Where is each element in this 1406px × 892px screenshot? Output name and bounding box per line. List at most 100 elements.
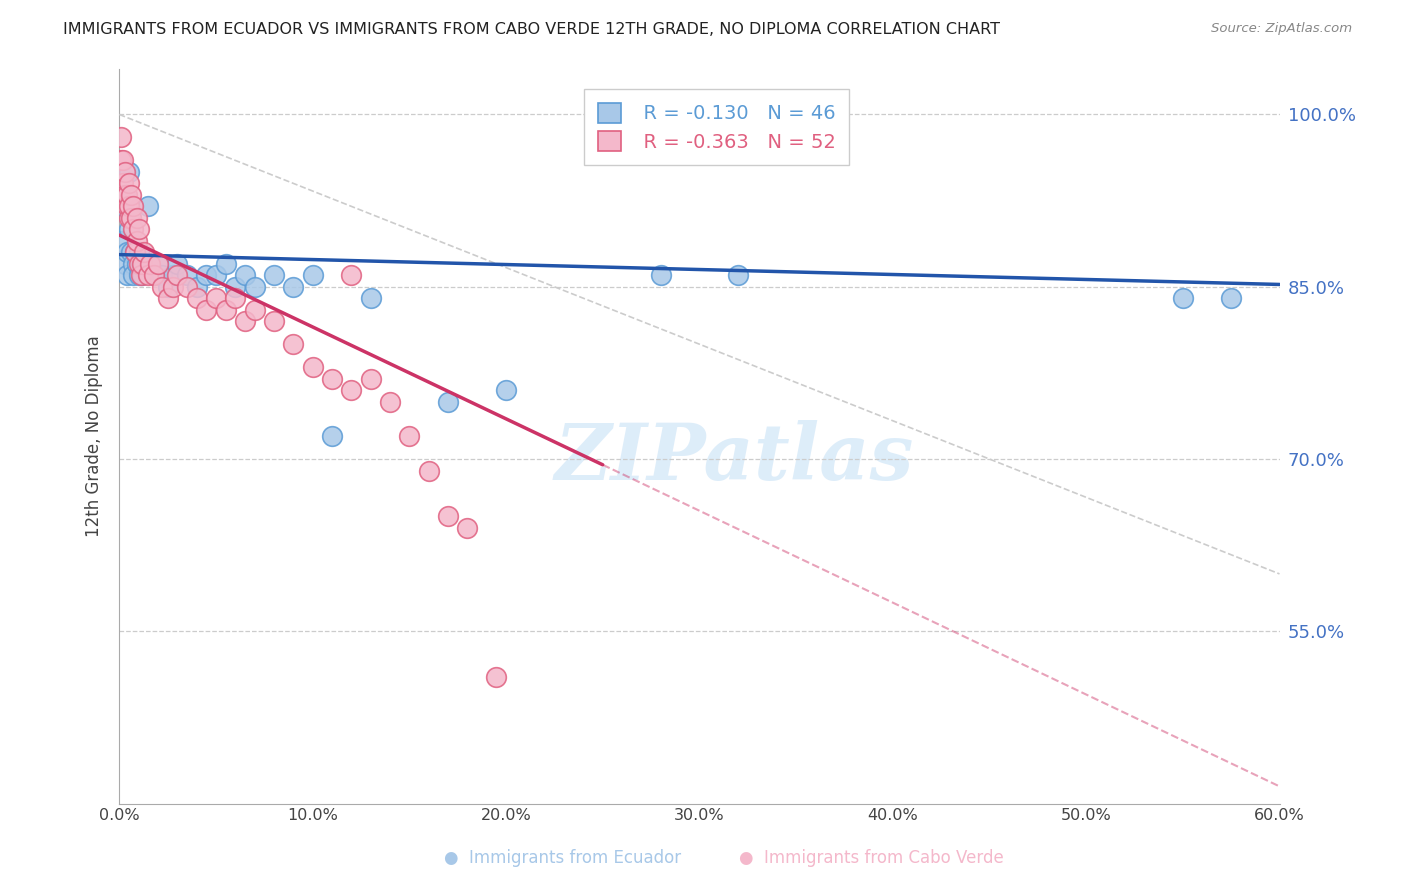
Point	[162, 279, 184, 293]
Point	[321, 429, 343, 443]
Point	[224, 279, 246, 293]
Point	[176, 268, 198, 283]
Point	[114, 165, 136, 179]
Point	[114, 187, 136, 202]
Point	[205, 268, 228, 283]
Point	[283, 337, 305, 351]
Point	[136, 199, 159, 213]
Point	[131, 268, 153, 283]
Point	[418, 463, 440, 477]
Point	[112, 199, 135, 213]
Point	[114, 187, 136, 202]
Point	[283, 279, 305, 293]
Point	[120, 211, 142, 225]
Legend:   R = -0.130   N = 46,   R = -0.363   N = 52: R = -0.130 N = 46, R = -0.363 N = 52	[585, 89, 849, 165]
Point	[485, 670, 508, 684]
Point	[118, 177, 141, 191]
Point	[176, 279, 198, 293]
Point	[129, 268, 152, 283]
Point	[110, 153, 132, 168]
Point	[360, 291, 382, 305]
Point	[118, 222, 141, 236]
Point	[143, 268, 166, 283]
Point	[136, 268, 159, 283]
Point	[120, 187, 142, 202]
Point	[195, 268, 218, 283]
Point	[233, 314, 256, 328]
Point	[134, 245, 156, 260]
Point	[120, 245, 142, 260]
Point	[125, 234, 148, 248]
Point	[110, 234, 132, 248]
Point	[131, 257, 153, 271]
Point	[398, 429, 420, 443]
Point	[115, 245, 138, 260]
Point	[263, 314, 285, 328]
Point	[110, 130, 132, 145]
Point	[186, 279, 208, 293]
Point	[118, 165, 141, 179]
Point	[233, 268, 256, 283]
Point	[120, 211, 142, 225]
Point	[156, 279, 179, 293]
Point	[243, 302, 266, 317]
Point	[301, 268, 323, 283]
Point	[121, 222, 143, 236]
Point	[146, 257, 169, 271]
Point	[115, 268, 138, 283]
Text: ●  Immigrants from Ecuador: ● Immigrants from Ecuador	[444, 849, 681, 867]
Point	[162, 268, 184, 283]
Point	[360, 371, 382, 385]
Point	[301, 360, 323, 375]
Text: Source: ZipAtlas.com: Source: ZipAtlas.com	[1212, 22, 1353, 36]
Point	[139, 257, 162, 271]
Point	[437, 394, 460, 409]
Text: ●  Immigrants from Cabo Verde: ● Immigrants from Cabo Verde	[740, 849, 1004, 867]
Point	[128, 245, 150, 260]
Point	[340, 268, 363, 283]
Point	[166, 268, 188, 283]
Point	[128, 268, 150, 283]
Point	[205, 291, 228, 305]
Point	[134, 257, 156, 271]
Point	[243, 279, 266, 293]
Point	[115, 187, 138, 202]
Point	[115, 199, 138, 213]
Point	[121, 199, 143, 213]
Point	[150, 279, 173, 293]
Point	[150, 268, 173, 283]
Point	[340, 383, 363, 397]
Point	[495, 383, 517, 397]
Text: IMMIGRANTS FROM ECUADOR VS IMMIGRANTS FROM CABO VERDE 12TH GRADE, NO DIPLOMA COR: IMMIGRANTS FROM ECUADOR VS IMMIGRANTS FR…	[63, 22, 1000, 37]
Point	[1171, 291, 1194, 305]
Point	[727, 268, 749, 283]
Point	[156, 291, 179, 305]
Point	[456, 521, 478, 535]
Point	[112, 153, 135, 168]
Point	[121, 268, 143, 283]
Point	[112, 177, 135, 191]
Point	[143, 268, 166, 283]
Point	[263, 268, 285, 283]
Point	[124, 245, 146, 260]
Point	[321, 371, 343, 385]
Point	[437, 509, 460, 524]
Point	[166, 257, 188, 271]
Point	[186, 291, 208, 305]
Point	[129, 257, 152, 271]
Point	[224, 291, 246, 305]
Y-axis label: 12th Grade, No Diploma: 12th Grade, No Diploma	[86, 335, 103, 537]
Point	[139, 257, 162, 271]
Point	[125, 211, 148, 225]
Point	[121, 257, 143, 271]
Point	[1220, 291, 1243, 305]
Point	[114, 257, 136, 271]
Point	[378, 394, 401, 409]
Point	[650, 268, 672, 283]
Point	[124, 245, 146, 260]
Point	[214, 257, 236, 271]
Text: ZIPatlas: ZIPatlas	[554, 420, 914, 496]
Point	[146, 257, 169, 271]
Point	[118, 199, 141, 213]
Point	[118, 211, 141, 225]
